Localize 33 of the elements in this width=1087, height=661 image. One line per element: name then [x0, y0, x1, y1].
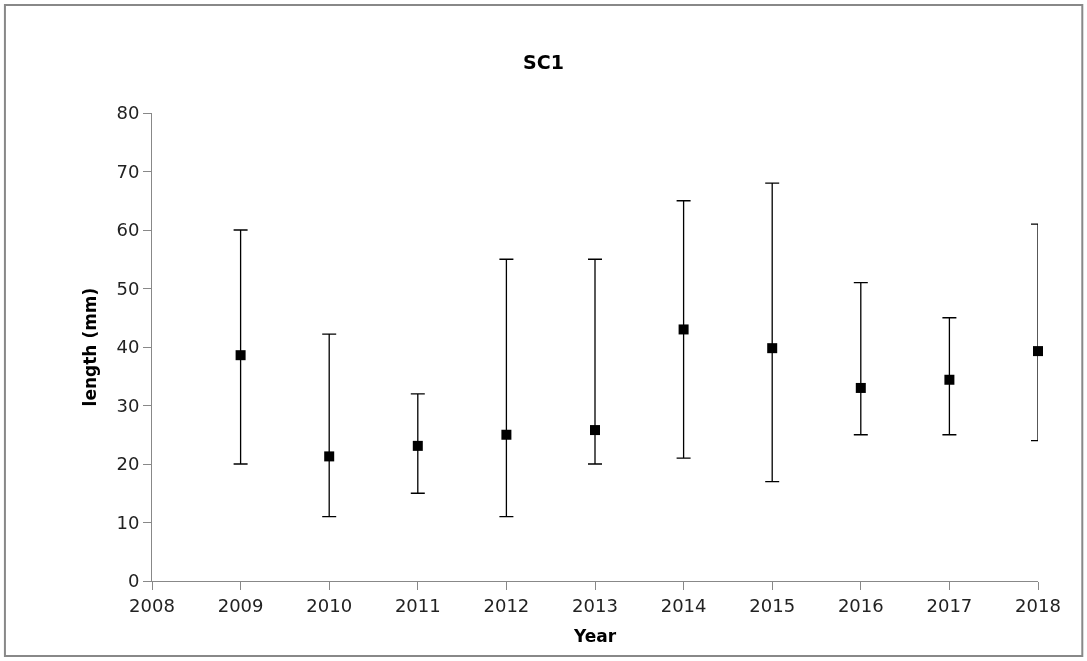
point	[678, 324, 689, 335]
point	[767, 343, 778, 354]
x-tick-label: 2012	[483, 594, 530, 616]
point	[944, 374, 955, 385]
y-tick-label: 70	[116, 160, 140, 182]
x-tick-label: 2011	[394, 594, 441, 616]
y-tick-label: 60	[116, 219, 140, 241]
point	[324, 451, 335, 462]
x-axis-title: Year	[572, 626, 617, 646]
y-axis-title: length (mm)	[80, 287, 101, 407]
point	[590, 425, 600, 436]
y-tick-label: 10	[116, 511, 140, 533]
x-tick-label: 2016	[837, 594, 884, 616]
x-tick-label: 2013	[572, 594, 618, 616]
point	[855, 382, 866, 393]
point	[501, 429, 512, 440]
x-tick-label: 2010	[306, 594, 353, 616]
chart-title: SC1	[523, 51, 564, 74]
x-tick-label: 2015	[749, 594, 796, 616]
y-tick-label: 0	[127, 570, 140, 592]
y-tick-label: 80	[116, 102, 140, 124]
y-tick-label: 40	[116, 336, 140, 358]
x-tick-label: 2018	[1015, 594, 1061, 616]
y-tick-label: 30	[116, 394, 140, 416]
point	[412, 440, 423, 451]
y-tick-label: 50	[116, 277, 140, 299]
x-tick-label: 2017	[926, 594, 973, 616]
x-tick-label: 2008	[129, 594, 175, 616]
point	[1033, 346, 1043, 357]
y-tick-label: 20	[116, 453, 140, 475]
x-tick-label: 2009	[217, 594, 264, 616]
point	[235, 350, 246, 361]
x-tick-label: 2014	[660, 594, 707, 616]
